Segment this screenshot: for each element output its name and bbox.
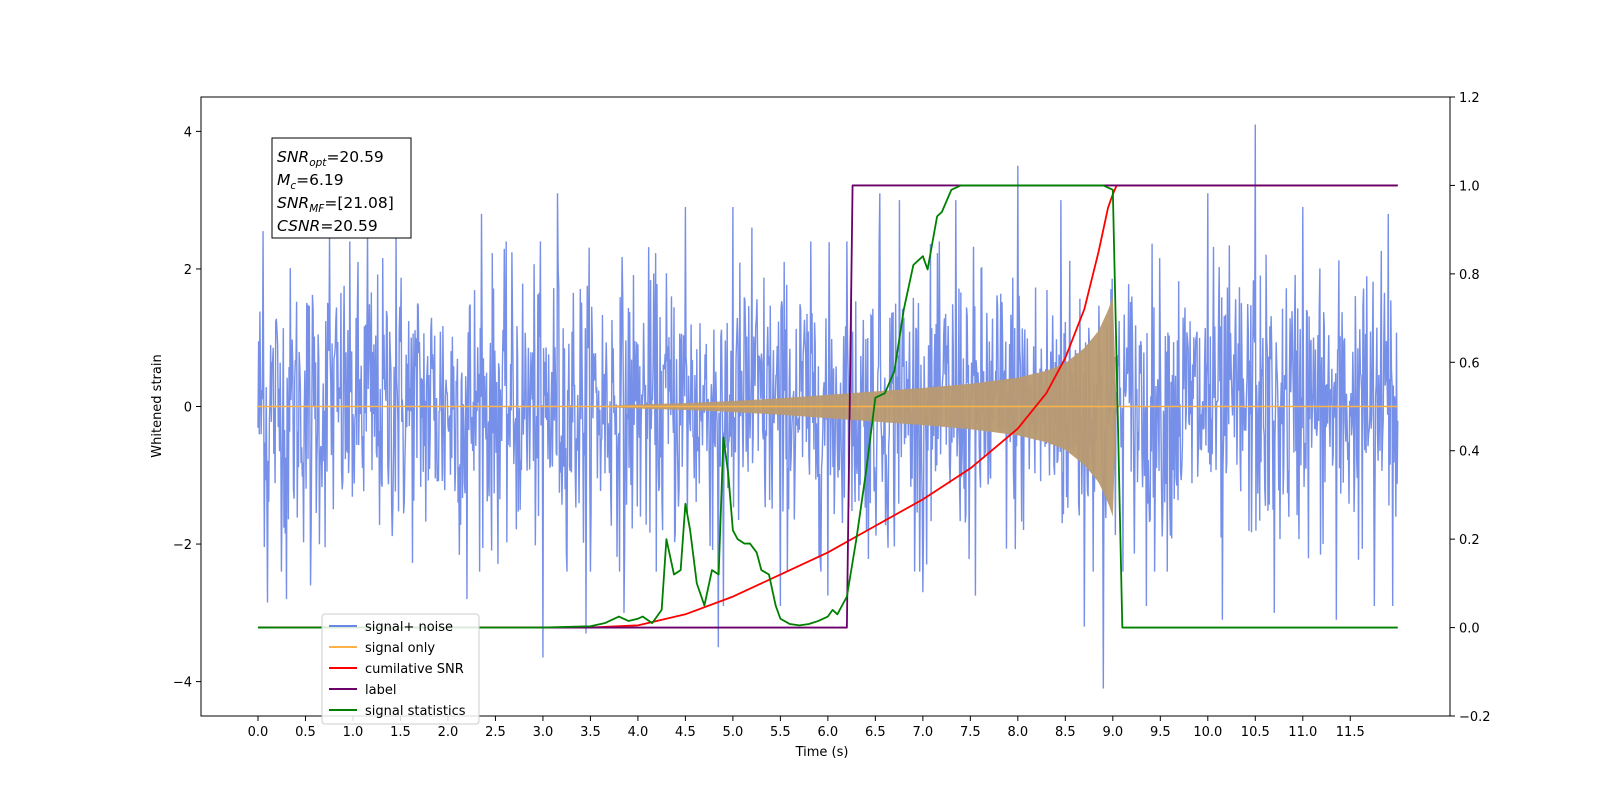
annotation-snr-mf-sub: MF bbox=[309, 203, 325, 215]
x-tick-label: 6.0 bbox=[818, 725, 839, 740]
annotation-snr-opt-sub: opt bbox=[309, 157, 327, 169]
legend-frame bbox=[321, 613, 480, 725]
legend-label-label: label bbox=[365, 683, 396, 698]
y-left-tick-label: −2 bbox=[173, 538, 192, 553]
x-tick-label: 1.5 bbox=[390, 725, 411, 740]
x-tick-label: 0.5 bbox=[295, 725, 316, 740]
x-tick-label: 5.5 bbox=[770, 725, 791, 740]
x-tick-label: 2.0 bbox=[438, 725, 459, 740]
x-tick-label: 10.5 bbox=[1241, 725, 1270, 740]
annotation-line-snr-mf: SNRMF=[21.08] bbox=[277, 194, 394, 215]
series-signal-noise bbox=[257, 124, 1399, 689]
y-right-tick-label: 0.6 bbox=[1459, 356, 1480, 371]
y-right-tick-label: 0.0 bbox=[1459, 622, 1480, 637]
legend-label-signal-noise: signal+ noise bbox=[365, 620, 453, 635]
x-tick-label: 8.0 bbox=[1007, 725, 1028, 740]
series-cumulative-snr bbox=[257, 184, 1398, 629]
x-tick-label: 7.0 bbox=[913, 725, 934, 740]
y-right-tick-label: −0.2 bbox=[1459, 710, 1491, 725]
x-tick-label: 8.5 bbox=[1055, 725, 1076, 740]
x-tick-label: 11.5 bbox=[1336, 725, 1365, 740]
annotation-line-snr-opt: SNRopt=20.59 bbox=[277, 148, 384, 169]
y-right-tick-label: 0.8 bbox=[1459, 268, 1480, 283]
series-signal-statistics bbox=[257, 184, 1398, 629]
annotation-mc-base: M bbox=[277, 171, 290, 189]
y-right-tick-label: 1.0 bbox=[1459, 179, 1480, 194]
x-tick-label: 7.5 bbox=[960, 725, 981, 740]
annotation-snr-mf-base: SNR bbox=[277, 194, 309, 212]
y-right-tick-label: 0.4 bbox=[1459, 445, 1480, 460]
x-tick-label: 3.0 bbox=[533, 725, 554, 740]
y-right-tick-label: 0.2 bbox=[1459, 533, 1480, 548]
legend-label-cumulative-snr: cumilative SNR bbox=[365, 662, 464, 677]
y-left-tick-label: 4 bbox=[184, 125, 192, 140]
x-axis: 0.0 0.5 1.0 1.5 2.0 2.5 3.0 3.5 4.0 4.5 5.0 5.5 6.0 6… bbox=[248, 716, 1365, 740]
annotation-mc-sub: c bbox=[290, 180, 296, 192]
legend-label-signal-statistics: signal statistics bbox=[365, 704, 466, 719]
legend-label-signal-only: signal only bbox=[365, 641, 435, 656]
x-tick-label: 1.0 bbox=[343, 725, 364, 740]
annotation-snr-opt-value: =20.59 bbox=[326, 148, 383, 166]
y-left-tick-label: −4 bbox=[173, 676, 192, 691]
series-layer bbox=[257, 124, 1399, 689]
x-tick-label: 2.5 bbox=[485, 725, 506, 740]
x-tick-label: 0.0 bbox=[248, 725, 269, 740]
x-tick-label: 5.0 bbox=[723, 725, 744, 740]
y-axis-right: 1.2 1.0 0.8 0.6 0.4 0.2 0.0 −0.2 bbox=[1450, 91, 1491, 725]
x-tick-label: 10.0 bbox=[1193, 725, 1222, 740]
y-right-tick-label: 1.2 bbox=[1459, 91, 1480, 106]
x-tick-label: 4.0 bbox=[628, 725, 649, 740]
x-tick-label: 9.0 bbox=[1102, 725, 1123, 740]
legend: signal+ noise signal only cumilative SNR… bbox=[321, 613, 480, 725]
y-axis-left-label: Whitened strain bbox=[150, 354, 165, 457]
annotation-line-csnr: CSNR=20.59 bbox=[277, 217, 378, 235]
annotation-box: SNRopt=20.59 Mc=6.19 SNRMF=[21.08] CSNR=… bbox=[271, 137, 412, 239]
x-tick-label: 11.0 bbox=[1288, 725, 1317, 740]
y-left-tick-label: 0 bbox=[184, 401, 192, 416]
x-tick-label: 6.5 bbox=[865, 725, 886, 740]
annotation-mc-value: =6.19 bbox=[296, 171, 344, 189]
x-axis-label: Time (s) bbox=[795, 745, 849, 760]
y-left-tick-label: 2 bbox=[184, 263, 192, 278]
x-tick-label: 3.5 bbox=[580, 725, 601, 740]
x-tick-label: 4.5 bbox=[675, 725, 696, 740]
annotation-csnr-base: CSNR bbox=[277, 217, 320, 235]
annotation-csnr-value: =20.59 bbox=[320, 217, 377, 235]
annotation-snr-mf-value: =[21.08] bbox=[324, 194, 393, 212]
annotation-line-mc: Mc=6.19 bbox=[277, 171, 344, 192]
annotation-frame bbox=[271, 137, 412, 239]
y-axis-left: 4 2 0 −2 −4 bbox=[173, 125, 201, 691]
annotation-snr-opt-base: SNR bbox=[277, 148, 309, 166]
x-tick-label: 9.5 bbox=[1150, 725, 1171, 740]
